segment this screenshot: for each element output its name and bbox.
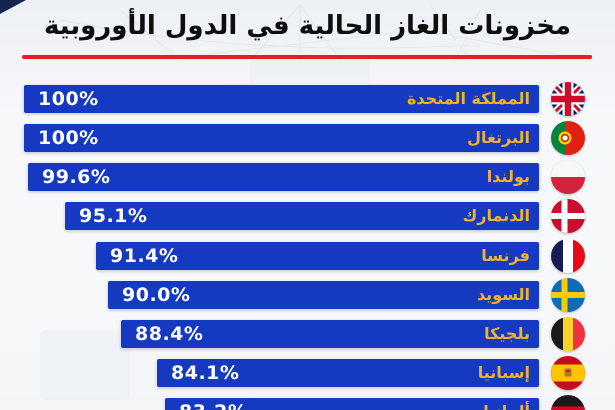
bar: 90.0% السويد <box>108 281 539 309</box>
sweden-flag-icon <box>551 278 585 312</box>
bar: 88.4% بلجيكا <box>121 320 539 348</box>
france-flag-icon <box>551 239 585 273</box>
portugal-flag-icon <box>551 121 585 155</box>
country-label: الدنمارك <box>462 206 530 225</box>
bar-value-label: 84.1% <box>171 362 240 384</box>
bar-row: 100% المملكة المتحدة <box>0 82 615 116</box>
uk-flag-icon <box>551 82 585 116</box>
bar: 83.2% ألمانيا <box>165 398 539 410</box>
country-label: البرتغال <box>467 128 530 147</box>
title-underline <box>22 55 592 59</box>
bar-value-label: 99.6% <box>42 166 111 188</box>
country-label: بلجيكا <box>484 324 530 343</box>
country-label: بولندا <box>486 167 530 186</box>
bar-row: 84.1% إسبانيا <box>0 356 615 390</box>
spain-flag-icon <box>551 356 585 390</box>
bar-value-label: 91.4% <box>110 245 179 267</box>
bar: 84.1% إسبانيا <box>157 359 539 387</box>
country-label: إسبانيا <box>477 363 530 382</box>
bar-row: 83.2% ألمانيا <box>0 395 615 410</box>
bar-value-label: 100% <box>38 127 99 149</box>
bar: 91.4% فرنسا <box>96 242 539 270</box>
bar: 95.1% الدنمارك <box>65 202 539 230</box>
bar-row: 91.4% فرنسا <box>0 239 615 273</box>
bar: 100% البرتغال <box>24 124 539 152</box>
denmark-flag-icon <box>551 199 585 233</box>
bar-row: 99.6% بولندا <box>0 160 615 194</box>
corner-accent-triangle <box>0 0 26 14</box>
bar-row: 88.4% بلجيكا <box>0 317 615 351</box>
bar: 100% المملكة المتحدة <box>24 85 539 113</box>
chart-title: مخزونات الغاز الحالية في الدول الأوروبية <box>43 11 572 41</box>
poland-flag-icon <box>551 160 585 194</box>
belgium-flag-icon <box>551 317 585 351</box>
bar-value-label: 95.1% <box>79 205 148 227</box>
country-label: المملكة المتحدة <box>406 89 530 108</box>
country-label: ألمانيا <box>483 398 530 410</box>
bar-value-label: 100% <box>38 88 99 110</box>
bar-value-label: 83.2% <box>179 398 247 410</box>
germany-flag-icon <box>551 395 585 410</box>
bar-value-label: 88.4% <box>135 323 204 345</box>
bar-value-label: 90.0% <box>122 284 191 306</box>
country-label: فرنسا <box>481 246 530 265</box>
country-label: السويد <box>476 285 530 304</box>
bar: 99.6% بولندا <box>28 163 539 191</box>
bar-row: 90.0% السويد <box>0 278 615 312</box>
bar-row: 100% البرتغال <box>0 121 615 155</box>
bar-row: 95.1% الدنمارك <box>0 199 615 233</box>
